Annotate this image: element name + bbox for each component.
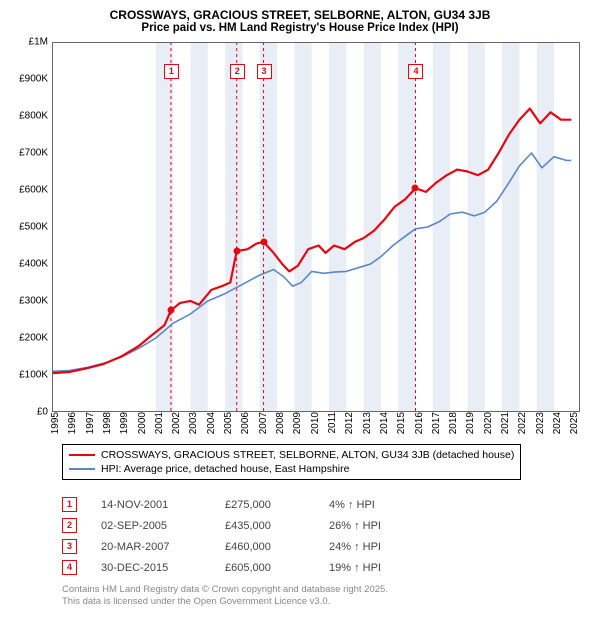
legend-item-property: CROSSWAYS, GRACIOUS STREET, SELBORNE, AL… <box>69 448 514 462</box>
x-tick-label: 2020 <box>481 412 494 434</box>
transaction-row: 2 02-SEP-2005 £435,000 26% ↑ HPI <box>62 515 590 536</box>
transaction-date: 14-NOV-2001 <box>101 499 201 511</box>
x-tick-label: 2023 <box>533 412 546 434</box>
x-tick-label: 2021 <box>498 412 511 434</box>
legend-label-hpi: HPI: Average price, detached house, East… <box>101 463 349 475</box>
x-tick-label: 2002 <box>169 412 182 434</box>
transaction-number: 4 <box>62 560 77 575</box>
x-tick-label: 2018 <box>446 412 459 434</box>
x-tick-label: 2015 <box>394 412 407 434</box>
transaction-price: £605,000 <box>225 562 305 574</box>
transaction-number: 2 <box>62 518 77 533</box>
x-tick-label: 1995 <box>48 412 61 434</box>
legend-swatch-hpi <box>69 468 95 470</box>
footer-line1: Contains HM Land Registry data © Crown c… <box>62 584 590 595</box>
y-tick-label: £500K <box>19 222 52 233</box>
x-tick-label: 2012 <box>342 412 355 434</box>
transaction-price: £275,000 <box>225 499 305 511</box>
transaction-hpi: 4% ↑ HPI <box>329 499 409 511</box>
legend: CROSSWAYS, GRACIOUS STREET, SELBORNE, AL… <box>62 444 521 480</box>
y-tick-label: £300K <box>19 296 52 307</box>
x-tick-label: 2014 <box>377 412 390 434</box>
x-tick-label: 2003 <box>186 412 199 434</box>
transaction-number: 3 <box>62 539 77 554</box>
transaction-row: 4 30-DEC-2015 £605,000 19% ↑ HPI <box>62 557 590 578</box>
x-tick-label: 1996 <box>65 412 78 434</box>
x-tick-label: 2007 <box>256 412 269 434</box>
x-tick-label: 2011 <box>325 412 338 434</box>
transaction-hpi: 26% ↑ HPI <box>329 520 409 532</box>
transaction-row: 1 14-NOV-2001 £275,000 4% ↑ HPI <box>62 494 590 515</box>
legend-swatch-property <box>69 454 95 456</box>
transaction-hpi: 24% ↑ HPI <box>329 541 409 553</box>
y-tick-label: £1M <box>29 37 52 48</box>
x-tick-label: 2000 <box>135 412 148 434</box>
x-tick-label: 1997 <box>83 412 96 434</box>
transaction-row: 3 20-MAR-2007 £460,000 24% ↑ HPI <box>62 536 590 557</box>
footer-line2: This data is licensed under the Open Gov… <box>62 596 590 607</box>
y-tick-label: £100K <box>19 370 52 381</box>
x-tick-label: 2009 <box>290 412 303 434</box>
x-tick-label: 2008 <box>273 412 286 434</box>
y-tick-label: £800K <box>19 111 52 122</box>
plot-border <box>52 42 580 412</box>
y-tick-label: £400K <box>19 259 52 270</box>
transaction-price: £460,000 <box>225 541 305 553</box>
y-tick-label: £200K <box>19 333 52 344</box>
chart-title-line2: Price paid vs. HM Land Registry's House … <box>10 22 590 36</box>
x-tick-label: 2024 <box>550 412 563 434</box>
transaction-date: 30-DEC-2015 <box>101 562 201 574</box>
x-tick-label: 2016 <box>412 412 425 434</box>
legend-item-hpi: HPI: Average price, detached house, East… <box>69 462 514 476</box>
x-tick-label: 2005 <box>221 412 234 434</box>
chart-title-line1: CROSSWAYS, GRACIOUS STREET, SELBORNE, AL… <box>10 8 590 22</box>
footer-attribution: Contains HM Land Registry data © Crown c… <box>62 584 590 607</box>
x-tick-label: 2010 <box>308 412 321 434</box>
transaction-hpi: 19% ↑ HPI <box>329 562 409 574</box>
y-tick-label: £600K <box>19 185 52 196</box>
x-tick-label: 2019 <box>463 412 476 434</box>
transactions-table: 1 14-NOV-2001 £275,000 4% ↑ HPI 2 02-SEP-2005… <box>62 494 590 578</box>
x-tick-label: 2017 <box>429 412 442 434</box>
x-tick-label: 2001 <box>152 412 165 434</box>
x-tick-label: 2013 <box>360 412 373 434</box>
transaction-number: 1 <box>62 497 77 512</box>
transaction-price: £435,000 <box>225 520 305 532</box>
x-tick-label: 2006 <box>238 412 251 434</box>
x-tick-label: 1998 <box>100 412 113 434</box>
x-tick-label: 2004 <box>204 412 217 434</box>
x-tick-label: 2022 <box>515 412 528 434</box>
y-tick-label: £700K <box>19 148 52 159</box>
transaction-date: 20-MAR-2007 <box>101 541 201 553</box>
transaction-date: 02-SEP-2005 <box>101 520 201 532</box>
x-tick-label: 1999 <box>117 412 130 434</box>
plot-area: £0£100K£200K£300K£400K£500K£600K£700K£80… <box>52 42 580 412</box>
x-tick-label: 2025 <box>567 412 580 434</box>
legend-label-property: CROSSWAYS, GRACIOUS STREET, SELBORNE, AL… <box>101 449 514 461</box>
y-tick-label: £900K <box>19 74 52 85</box>
